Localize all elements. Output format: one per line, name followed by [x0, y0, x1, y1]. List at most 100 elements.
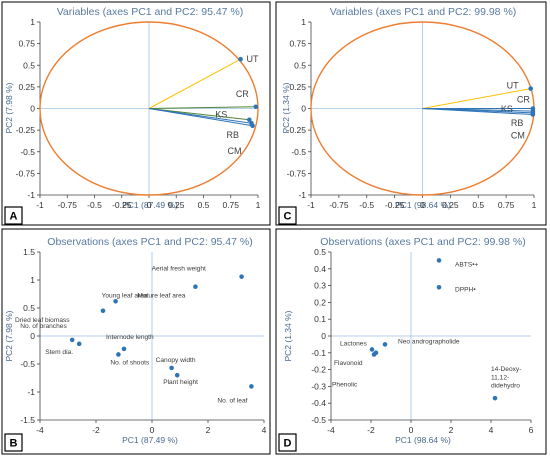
variable-point-cm	[530, 112, 536, 117]
y-tick-label: -0.5	[20, 147, 35, 157]
observation-label: Mature leaf area	[137, 293, 185, 300]
observation-label: Canopy width	[156, 357, 196, 364]
y-tick-label: -0.25	[287, 125, 307, 135]
observation-point	[113, 298, 118, 304]
observation-point	[169, 365, 174, 371]
variable-label-ks: KS	[501, 104, 513, 114]
observation-label: Dried leaf biomass	[15, 317, 70, 324]
y-tick-label: 1.5	[23, 247, 35, 257]
observation-point	[369, 347, 375, 352]
variable-label-cm: CM	[511, 131, 525, 141]
vector-cm	[422, 108, 533, 116]
x-tick-label: -1	[307, 200, 315, 210]
observation-label: Young leaf area	[102, 292, 148, 299]
panel-letter: D	[284, 438, 292, 450]
x-tick-label: 0	[409, 425, 414, 435]
y-tick-label: 0.5	[314, 247, 326, 257]
panel-b-observations: Observations (axes PC1 and PC2: 95.47 %)…	[1, 228, 271, 455]
y-tick-label: -0.4	[311, 398, 326, 408]
panel-a-border	[1, 1, 271, 226]
observation-label-line: 11,12-	[491, 374, 509, 381]
observation-point	[436, 258, 442, 263]
y-tick-label: -0.5	[311, 415, 326, 425]
variable-label-ks: KS	[215, 110, 227, 120]
y-axis-title: PC2 (1.34 %)	[281, 82, 291, 133]
x-tick-label: 0.75	[498, 200, 515, 210]
chart-title: Observations (axes PC1 and PC2: 99.98 %)	[320, 236, 525, 248]
y-tick-label: 0.5	[23, 60, 35, 70]
y-tick-label: 1	[30, 275, 35, 285]
x-tick-label: -0.75	[329, 200, 349, 210]
panel-letter-box	[4, 206, 23, 225]
observation-label: DPPH•	[455, 286, 476, 293]
y-tick-label: -0.2	[311, 365, 326, 375]
panel-c-correlation-circle: Variables (axes PC1 and PC2: 99.98 %) PC1…	[275, 1, 547, 226]
observation-point	[69, 337, 75, 343]
x-tick-label: 0	[147, 200, 152, 210]
x-tick-label: 0.75	[222, 200, 239, 210]
panel-d-observations: Observations (axes PC1 and PC2: 99.98 %)…	[275, 228, 547, 455]
panel-b-border	[1, 228, 271, 455]
y-axis-title: PC2 (7.98 %)	[4, 310, 14, 361]
x-tick-label: 0	[150, 425, 155, 435]
variable-point-ut	[238, 56, 243, 62]
x-tick-label: 4	[262, 425, 267, 435]
x-axis-title: PC1 (87.49 %)	[122, 200, 178, 210]
y-tick-label: 0	[301, 104, 306, 114]
observation-label: Plant height	[163, 379, 198, 386]
y-tick-label: 0	[321, 331, 326, 341]
observation-point	[492, 395, 498, 401]
variable-label-rb: RB	[511, 118, 524, 128]
observation-point	[76, 341, 82, 347]
y-tick-label: -0.25	[16, 125, 36, 135]
y-tick-label: -1	[298, 190, 306, 200]
panel-letter: B	[10, 438, 18, 450]
x-tick-label: 2	[449, 425, 454, 435]
y-tick-label: 0.25	[289, 82, 306, 92]
vector-cr	[148, 106, 256, 109]
observation-point	[116, 352, 121, 357]
variable-label-rb: RB	[226, 130, 239, 140]
x-tick-label: 0	[420, 200, 425, 210]
y-tick-label: -0.75	[287, 168, 307, 178]
x-tick-label: -0.25	[385, 200, 405, 210]
x-tick-label: 0.5	[472, 200, 484, 210]
variable-label-ut: UT	[507, 81, 519, 91]
y-tick-label: 0.3	[314, 281, 326, 291]
vector-ut	[148, 58, 241, 109]
observation-point	[371, 352, 377, 357]
observation-label: No. of shoots	[110, 359, 150, 366]
y-tick-label: -0.1	[311, 348, 326, 358]
y-tick-label: -0.3	[311, 381, 326, 391]
x-axis-title: PC1 (87.49 %)	[122, 435, 178, 445]
variable-label-cr: CR	[517, 95, 530, 105]
chart-title: Observations (axes PC1 and PC2: 95.47 %)	[47, 236, 252, 248]
y-tick-label: 1	[301, 17, 306, 27]
y-tick-label: -0.75	[16, 168, 36, 178]
x-tick-label: -0.25	[112, 200, 132, 210]
observation-label: Phenolic	[332, 381, 358, 388]
variable-point-ut	[528, 86, 533, 91]
y-tick-label: 0.75	[289, 39, 306, 49]
observation-label: Neo andrographolide	[398, 338, 460, 345]
x-tick-label: -4	[36, 425, 44, 435]
vector-cm	[148, 108, 253, 127]
x-tick-label: 1	[532, 200, 537, 210]
x-tick-label: 0.5	[198, 200, 210, 210]
x-tick-label: -0.75	[58, 200, 78, 210]
observation-point	[249, 384, 254, 389]
y-tick-label: 0.4	[314, 264, 326, 274]
x-axis-title: PC1 (98.64 %)	[395, 435, 451, 445]
observation-point	[239, 274, 244, 279]
observation-label: Lactones	[340, 340, 367, 347]
observation-point	[174, 372, 180, 378]
observation-label: Aerial fresh weight	[152, 266, 206, 273]
y-tick-label: -1	[27, 387, 35, 397]
x-tick-label: -2	[92, 425, 100, 435]
variable-label-ut: UT	[247, 54, 259, 64]
observation-label: No. of branches	[20, 323, 67, 330]
observation-label: Internode length	[106, 334, 154, 341]
y-tick-label: -1	[27, 190, 35, 200]
x-tick-label: 0.25	[442, 200, 459, 210]
